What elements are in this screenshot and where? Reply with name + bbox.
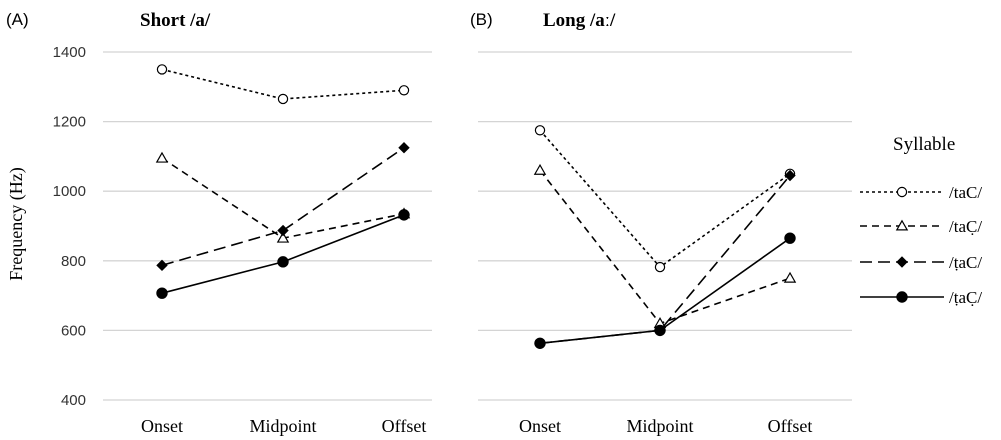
x-tick-label: Midpoint: [626, 416, 693, 436]
data-point: [155, 151, 169, 163]
panel-title: Long /aː/: [543, 10, 616, 31]
data-point: [654, 324, 666, 337]
series-line: [161, 147, 405, 267]
data-point: [783, 271, 797, 283]
y-tick-label: 1200: [53, 114, 86, 131]
legend-marker: [896, 256, 908, 268]
legend-marker: [895, 219, 909, 231]
y-tick-label: 400: [61, 392, 86, 409]
panel-letter: (B): [470, 10, 493, 29]
legend-marker: [896, 291, 908, 303]
data-point: [534, 125, 546, 136]
legend-marker: [896, 186, 908, 198]
series-line: [539, 129, 791, 269]
x-tick-label: Onset: [141, 416, 183, 436]
y-axis-label: Frequency (Hz): [6, 167, 27, 280]
data-point: [277, 93, 289, 105]
data-point: [784, 232, 796, 244]
data-point: [398, 209, 410, 221]
data-point: [277, 224, 289, 237]
panel-letter: (A): [6, 10, 29, 29]
x-tick-label: Offset: [382, 416, 427, 436]
data-point: [398, 85, 410, 96]
data-point: [784, 169, 796, 182]
data-point: [533, 163, 547, 175]
data-point: [277, 256, 289, 268]
y-tick-label: 800: [61, 253, 86, 270]
data-point: [156, 259, 168, 272]
legend-label: /taC/: [949, 183, 982, 202]
series-line: [539, 169, 791, 325]
data-point: [156, 287, 168, 299]
data-point: [398, 141, 410, 154]
y-tick-label: 1400: [53, 44, 86, 61]
legend-label: /ṭaC̣/: [949, 288, 982, 307]
data-point: [156, 64, 168, 75]
legend-title: Syllable: [893, 134, 955, 155]
x-tick-label: Offset: [768, 416, 813, 436]
x-tick-label: Midpoint: [249, 416, 316, 436]
x-tick-label: Onset: [519, 416, 561, 436]
panel-title: Short /a/: [140, 10, 211, 31]
series-line: [161, 68, 405, 100]
legend-label: /ṭaC/: [949, 253, 982, 272]
y-tick-label: 1000: [53, 183, 86, 200]
legend-label: /taC̣/: [949, 217, 982, 236]
y-tick-label: 600: [61, 322, 86, 339]
data-point: [534, 337, 546, 349]
data-point: [276, 231, 290, 243]
data-point: [654, 261, 666, 273]
